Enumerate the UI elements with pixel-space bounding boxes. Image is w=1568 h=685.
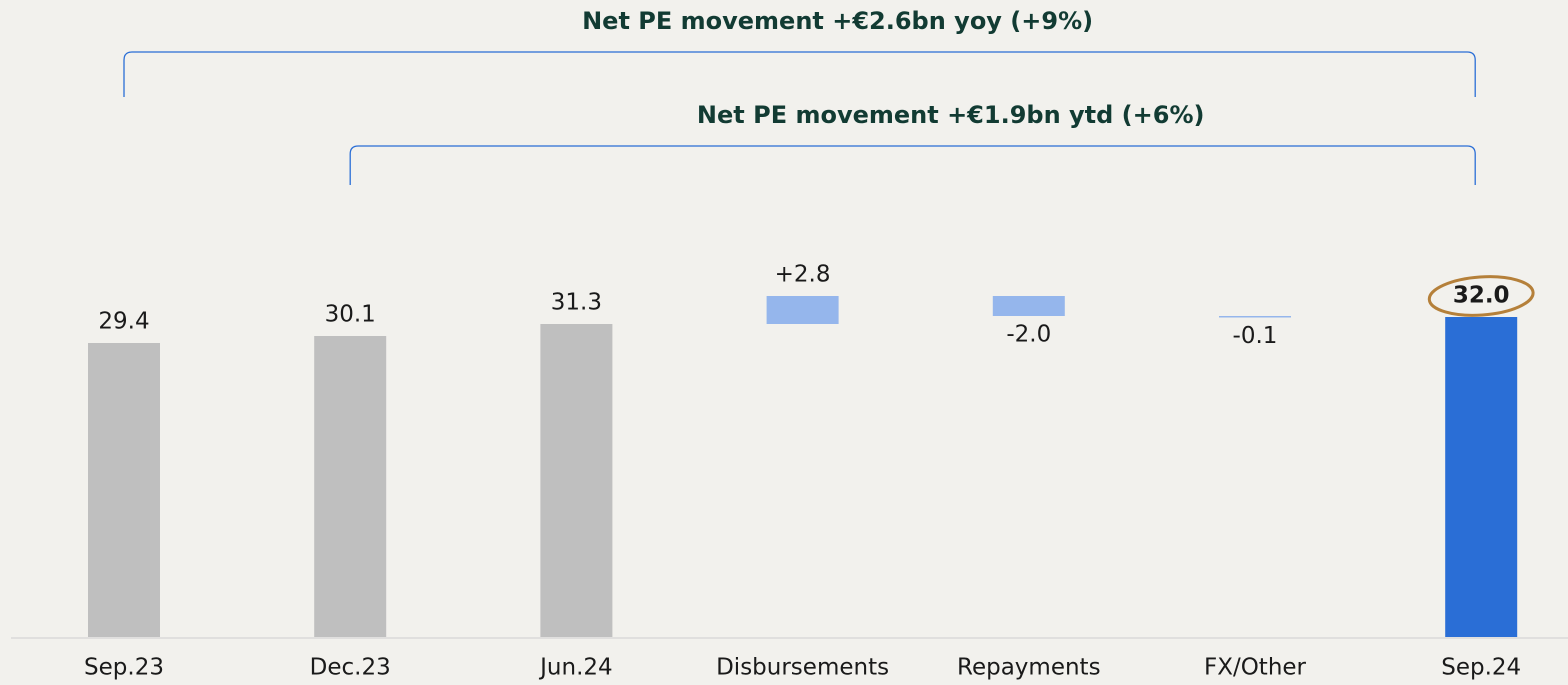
bracket — [123, 51, 1476, 97]
x-tick-label: FX/Other — [1204, 655, 1307, 681]
bar — [1219, 316, 1291, 318]
value-label: -2.0 — [1006, 322, 1051, 348]
value-label: +2.8 — [775, 262, 831, 288]
bar — [540, 324, 613, 637]
annotation: Net PE movement +€1.9bn ytd (+6%) — [697, 101, 1205, 129]
highlight-ring — [1427, 275, 1535, 317]
value-label: -0.1 — [1233, 323, 1278, 349]
x-tick-label: Jun.24 — [538, 655, 613, 681]
bar — [992, 296, 1065, 316]
bar — [1445, 317, 1518, 637]
value-label: 32.0 — [1453, 283, 1510, 309]
value-label: 30.1 — [325, 302, 376, 328]
value-label: 29.4 — [98, 309, 149, 335]
bar — [88, 343, 160, 637]
bar — [766, 296, 839, 324]
bracket — [349, 145, 1476, 185]
x-tick-label: Dec.23 — [310, 655, 391, 681]
value-label: 31.3 — [551, 290, 602, 316]
annotation: Net PE movement +€2.6bn yoy (+9%) — [582, 7, 1093, 35]
x-tick-label: Sep.23 — [84, 655, 164, 681]
bar — [314, 336, 387, 637]
x-tick-label: Repayments — [957, 655, 1101, 681]
x-tick-label: Disbursements — [716, 655, 889, 681]
x-tick-label: Sep.24 — [1441, 655, 1521, 681]
